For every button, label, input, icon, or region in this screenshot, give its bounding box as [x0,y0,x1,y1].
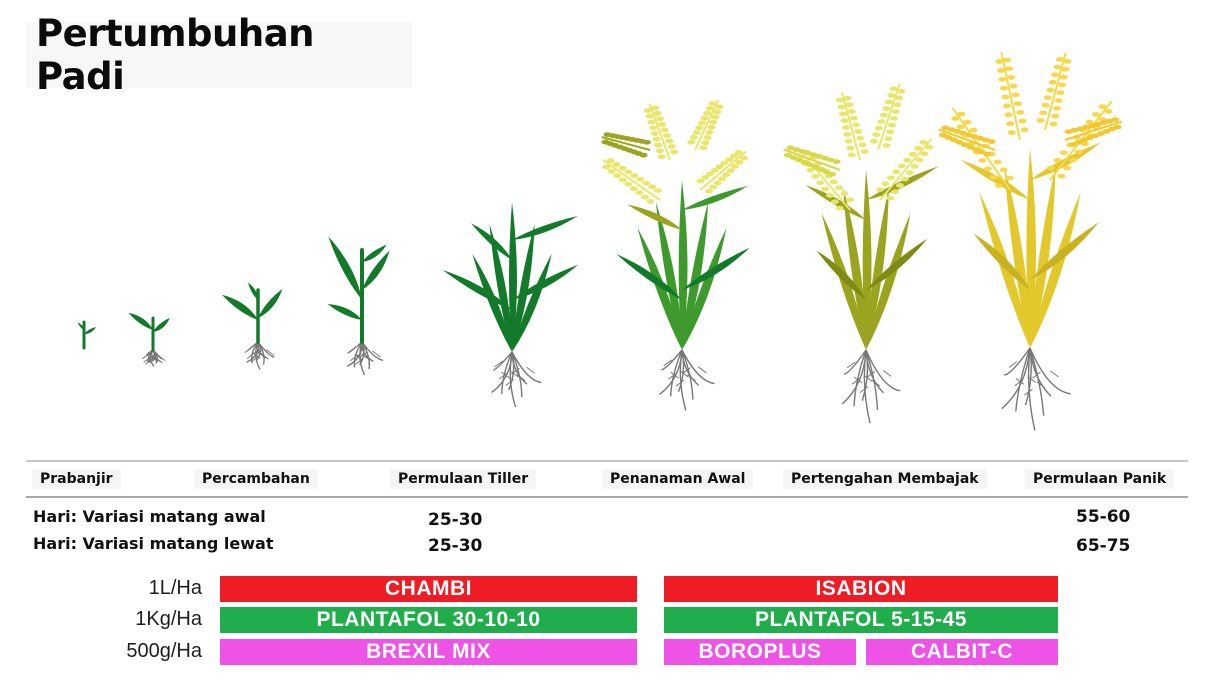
rice-growth-illustration [77,51,1123,431]
product-bar-chambi: CHAMBI [220,576,637,602]
maturity-early-tiller-value: 25-30 [428,510,483,530]
mature-plant-icon [938,51,1123,431]
stage-label-permulaan-tiller: Permulaan Tiller [390,469,537,489]
stage-label-prabanjir: Prabanjir [32,469,121,489]
stage-label-pertengahan-membajak: Pertengahan Membajak [783,469,987,489]
rate-label-kilogram: 1Kg/Ha [135,608,202,630]
stage-label-permulaan-panik: Permulaan Panik [1025,469,1175,489]
stage-label-penanaman-awal: Penanaman Awal [602,469,754,489]
seedling-two-leaf-icon [128,312,170,367]
maturity-late-tiller-value: 25-30 [428,536,483,556]
stage-header-bar: Prabanjir Percambahan Permulaan Tiller P… [26,460,1188,498]
tillering-plant-icon [442,202,579,408]
maturity-late-panicle-value: 65-75 [1076,536,1131,556]
product-bar-calbit-c: CALBIT-C [866,639,1058,665]
stage-label-percambahan: Percambahan [194,469,318,489]
product-bar-boroplus: BOROPLUS [664,639,856,665]
flowering-plant-icon [783,83,939,424]
young-plant-icon [327,236,390,376]
product-bar-brexil-mix: BREXIL MIX [220,639,637,665]
page-title: Pertumbuhan Padi [36,12,315,98]
seedling-sprout-icon [77,320,97,350]
maturity-early-panicle-value: 55-60 [1076,507,1131,527]
early-heading-plant-icon [601,99,750,411]
rate-label-liter: 1L/Ha [148,577,202,599]
maturity-late-label: Hari: Variasi matang lewat [33,534,274,553]
product-bar-plantafol-30-10-10: PLANTAFOL 30-10-10 [220,607,637,633]
maturity-early-label: Hari: Variasi matang awal [33,507,266,526]
seedling-three-leaf-icon [221,282,283,370]
title-box: Pertumbuhan Padi [26,12,412,98]
rate-label-gram: 500g/Ha [126,640,202,662]
product-bar-isabion: ISABION [664,576,1058,602]
product-bar-plantafol-5-15-45: PLANTAFOL 5-15-45 [664,607,1058,633]
